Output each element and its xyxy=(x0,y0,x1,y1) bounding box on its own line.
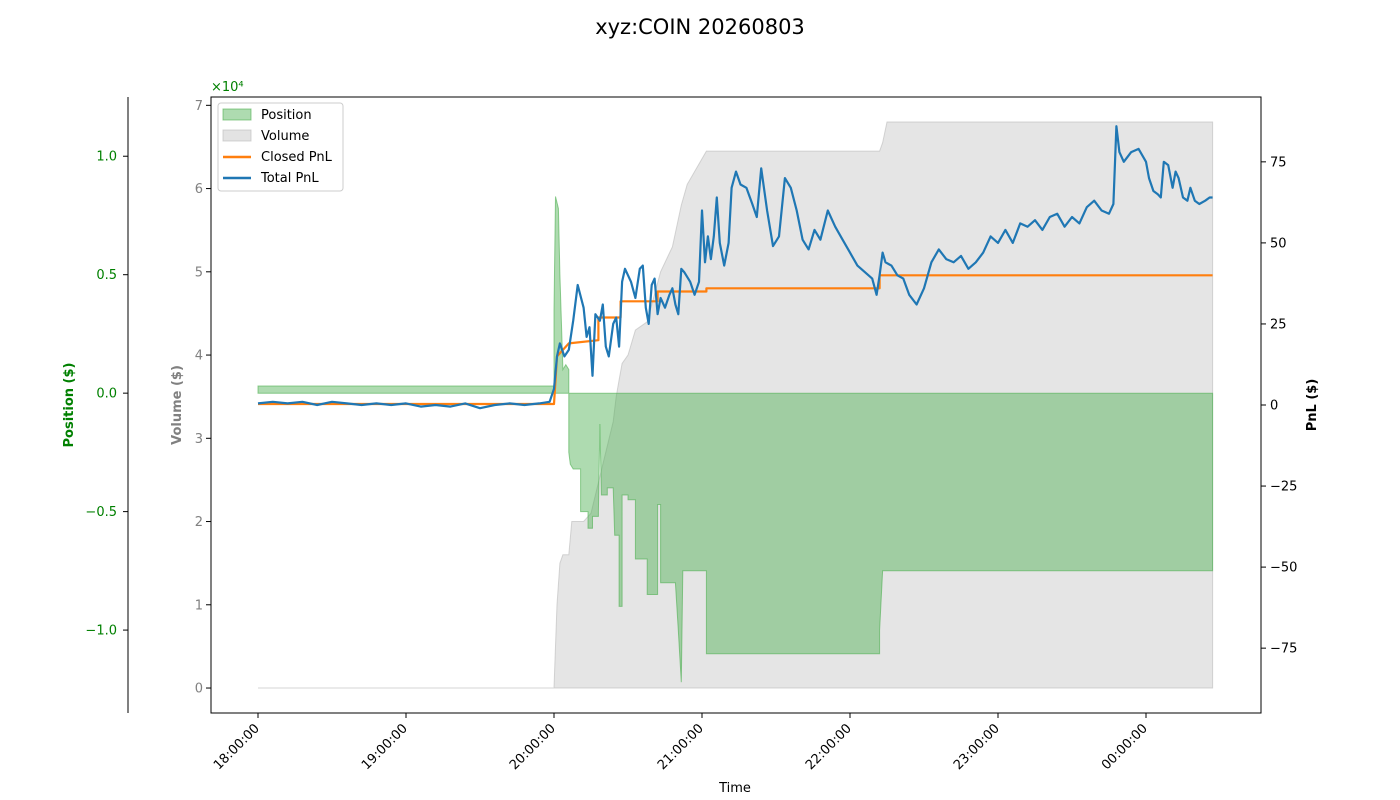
x-tick-label: 21:00:00 xyxy=(655,721,707,773)
position-tick-label: 0.0 xyxy=(96,387,117,402)
chart-title: xyz:COIN 20260803 xyxy=(595,15,805,39)
volume-tick-label: 3 xyxy=(195,432,203,447)
position-tick-label: −1.0 xyxy=(85,624,117,639)
position-tick-label: 1.0 xyxy=(96,150,117,165)
pnl-tick-label: 75 xyxy=(1270,155,1287,170)
volume-tick-label: 4 xyxy=(195,349,203,364)
series-layer xyxy=(257,121,1214,689)
pnl-axis-title: PnL ($) xyxy=(1305,379,1320,432)
legend-label-volume: Volume xyxy=(261,129,309,144)
x-tick-label: 19:00:00 xyxy=(359,721,411,773)
legend-label-position: Position xyxy=(261,108,312,123)
position-tick-label: −0.5 xyxy=(85,505,117,520)
volume-tick-label: 6 xyxy=(195,182,203,197)
pnl-tick-label: 0 xyxy=(1270,399,1278,414)
pnl-tick-label: 25 xyxy=(1270,317,1287,332)
volume-tick-label: 1 xyxy=(195,598,203,613)
pnl-tick-label: −50 xyxy=(1270,561,1297,576)
pnl-tick-label: −25 xyxy=(1270,480,1297,495)
x-tick-label: 23:00:00 xyxy=(951,721,1003,773)
volume-axis-title: Volume ($) xyxy=(170,365,185,445)
x-axis-title: Time xyxy=(718,781,751,796)
pnl-tick-label: −75 xyxy=(1270,642,1297,657)
position-tick-label: 0.5 xyxy=(96,268,117,283)
x-tick-label: 18:00:00 xyxy=(211,721,263,773)
x-tick-label: 20:00:00 xyxy=(507,721,559,773)
legend: Position Volume Closed PnL Total PnL xyxy=(217,102,344,192)
x-tick-label: 00:00:00 xyxy=(1099,721,1151,773)
legend-label-total-pnl: Total PnL xyxy=(260,171,319,186)
legend-swatch-position xyxy=(222,108,252,121)
position-scale-label: ×10⁴ xyxy=(211,80,244,95)
position-axis-title: Position ($) xyxy=(62,363,77,448)
series-total-pnl-line xyxy=(257,125,1213,410)
pnl-tick-label: 50 xyxy=(1270,236,1287,251)
series-position-area xyxy=(257,196,1214,683)
volume-tick-label: 5 xyxy=(195,265,203,280)
volume-tick-label: 2 xyxy=(195,515,203,530)
legend-box xyxy=(217,102,344,192)
volume-tick-label: 0 xyxy=(195,682,203,697)
x-tick-label: 22:00:00 xyxy=(803,721,855,773)
legend-swatch-volume xyxy=(222,129,252,142)
volume-tick-label: 7 xyxy=(195,99,203,114)
legend-label-closed-pnl: Closed PnL xyxy=(261,150,333,165)
